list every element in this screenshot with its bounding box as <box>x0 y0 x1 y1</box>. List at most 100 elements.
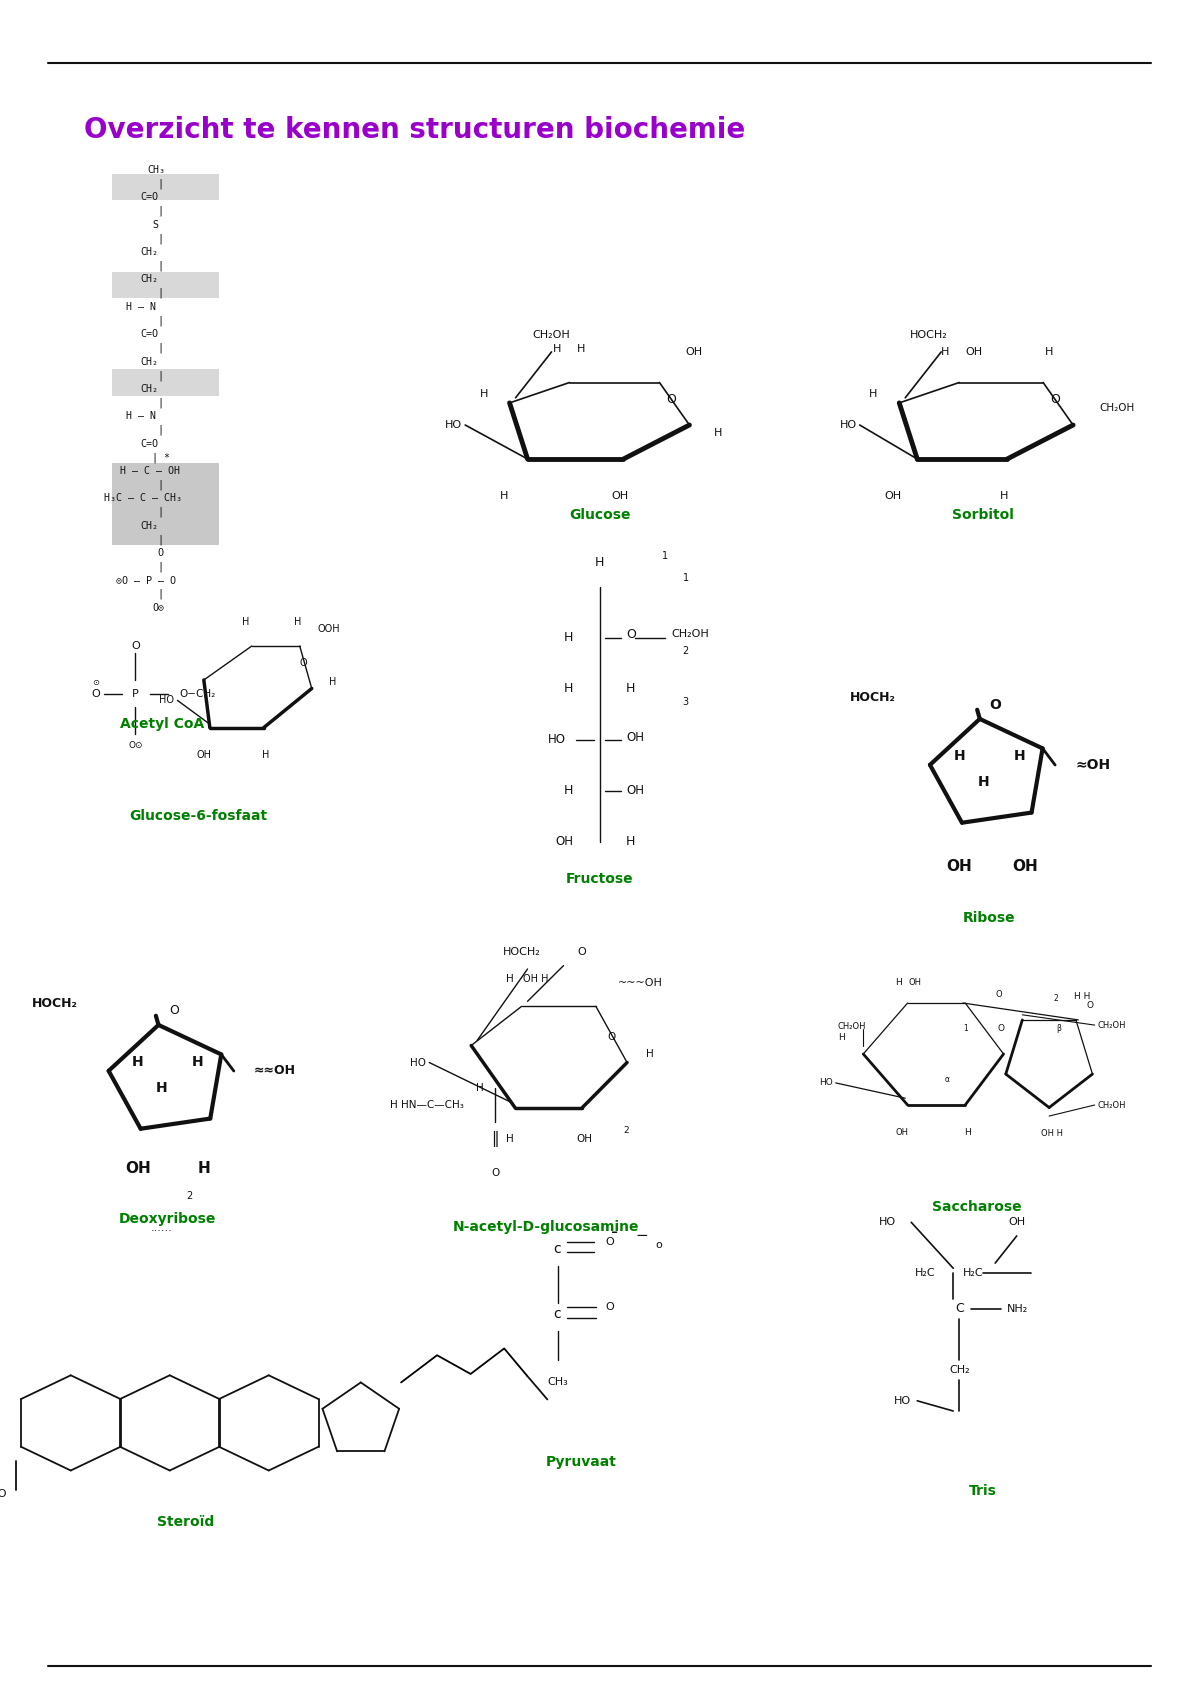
Text: H: H <box>263 750 270 760</box>
Text: C=O: C=O <box>140 330 158 340</box>
Text: CH₂: CH₂ <box>140 246 158 257</box>
Text: HOCH₂: HOCH₂ <box>502 947 541 957</box>
Text: H: H <box>578 343 585 354</box>
Text: CH₂: CH₂ <box>140 357 158 367</box>
Text: O⊙: O⊙ <box>152 604 164 614</box>
Text: H₂C: H₂C <box>963 1268 983 1278</box>
Text: HOCH₂: HOCH₂ <box>32 998 78 1010</box>
Text: CH₂: CH₂ <box>948 1365 970 1375</box>
Text: H: H <box>1046 347 1053 357</box>
Text: OH: OH <box>555 835 573 848</box>
Text: OH H: OH H <box>523 974 549 984</box>
Text: ‖: ‖ <box>492 1130 499 1148</box>
Text: ⊙O — P — O: ⊙O — P — O <box>116 576 176 585</box>
Text: H: H <box>646 1049 653 1059</box>
Text: CH₂OH: CH₂OH <box>1099 403 1134 413</box>
Text: CH₂OH: CH₂OH <box>837 1022 866 1032</box>
Text: O: O <box>998 1023 1005 1034</box>
Text: OH: OH <box>125 1161 151 1176</box>
Text: Ribose: Ribose <box>963 911 1016 925</box>
Text: OH: OH <box>965 347 982 357</box>
Text: OH: OH <box>576 1134 592 1144</box>
Text: H: H <box>132 1056 144 1069</box>
Text: O: O <box>169 1005 179 1017</box>
Text: |: | <box>157 371 163 381</box>
Text: CH₂: CH₂ <box>140 384 158 394</box>
Text: OH: OH <box>896 1127 908 1137</box>
Text: O: O <box>1050 393 1060 406</box>
Text: CH₃: CH₃ <box>547 1377 568 1387</box>
Text: 2: 2 <box>1054 994 1059 1003</box>
Text: O: O <box>667 393 676 406</box>
Text: Pyruvaat: Pyruvaat <box>546 1455 617 1469</box>
Text: 2: 2 <box>186 1192 193 1200</box>
Text: H: H <box>1013 750 1025 763</box>
Text: c: c <box>554 1307 561 1321</box>
Text: C: C <box>954 1302 964 1316</box>
Text: H: H <box>894 977 902 988</box>
Text: CH₂OH: CH₂OH <box>1097 1020 1126 1030</box>
Text: ~~~OH: ~~~OH <box>617 977 662 988</box>
Text: HO: HO <box>158 695 174 706</box>
Text: H H: H H <box>1074 991 1090 1001</box>
Text: H: H <box>869 389 878 400</box>
Text: OH: OH <box>686 347 703 357</box>
Text: H: H <box>953 750 965 763</box>
Text: HOCH₂: HOCH₂ <box>850 692 896 704</box>
Text: Steroïd: Steroïd <box>157 1515 215 1528</box>
Text: 1: 1 <box>662 551 669 561</box>
Text: H HN—C—CH₃: H HN—C—CH₃ <box>390 1100 464 1110</box>
Text: H: H <box>476 1083 483 1093</box>
Text: H: H <box>941 347 948 357</box>
Text: OH H: OH H <box>1041 1129 1062 1137</box>
Text: HO: HO <box>840 420 857 430</box>
Text: |: | <box>157 178 163 189</box>
Text: OH: OH <box>1012 858 1038 874</box>
Text: |: | <box>157 507 163 517</box>
Text: OH: OH <box>909 977 921 988</box>
Text: CH₂OH: CH₂OH <box>532 330 571 340</box>
Text: |: | <box>157 287 163 299</box>
Text: O: O <box>608 1032 615 1042</box>
Text: H: H <box>198 1161 210 1176</box>
Text: H: H <box>564 784 573 797</box>
Text: ≈≈OH: ≈≈OH <box>254 1064 296 1078</box>
Text: CH₂: CH₂ <box>140 274 158 284</box>
Text: 2: 2 <box>682 646 689 656</box>
Text: OH: OH <box>946 858 972 874</box>
Text: S: S <box>152 219 158 230</box>
Text: OH: OH <box>611 491 628 501</box>
Text: |: | <box>157 425 163 435</box>
Text: H: H <box>977 775 989 789</box>
Text: H: H <box>506 1134 513 1144</box>
Text: OH: OH <box>197 750 211 760</box>
Bar <box>112 173 219 201</box>
Text: O: O <box>91 688 101 699</box>
Text: O−CH₂: O−CH₂ <box>180 688 216 699</box>
Text: N-acetyl-D-glucosamine: N-acetyl-D-glucosamine <box>452 1221 639 1234</box>
Text: β: β <box>1056 1023 1061 1034</box>
Text: |: | <box>157 561 163 573</box>
Text: O: O <box>995 989 1002 1000</box>
Text: O: O <box>577 947 586 957</box>
Text: HO: HO <box>548 733 566 746</box>
Bar <box>112 369 219 396</box>
Text: O: O <box>300 658 307 668</box>
Text: CH₃: CH₃ <box>147 165 165 175</box>
Text: P: P <box>132 688 139 699</box>
Text: ⊙: ⊙ <box>92 678 100 687</box>
Text: |: | <box>157 314 163 326</box>
Text: O: O <box>492 1168 499 1178</box>
Text: ─O: ─O <box>0 1489 6 1499</box>
Text: |: | <box>157 479 163 490</box>
Text: HO: HO <box>410 1057 426 1068</box>
Text: HO: HO <box>820 1078 833 1088</box>
Text: 3: 3 <box>682 697 689 707</box>
Text: H: H <box>329 677 336 687</box>
Text: OOH: OOH <box>318 624 341 634</box>
Bar <box>112 464 219 546</box>
Text: H: H <box>294 617 301 627</box>
Text: 1: 1 <box>682 573 689 583</box>
Text: H: H <box>1000 491 1007 501</box>
Text: Saccharose: Saccharose <box>933 1200 1022 1214</box>
